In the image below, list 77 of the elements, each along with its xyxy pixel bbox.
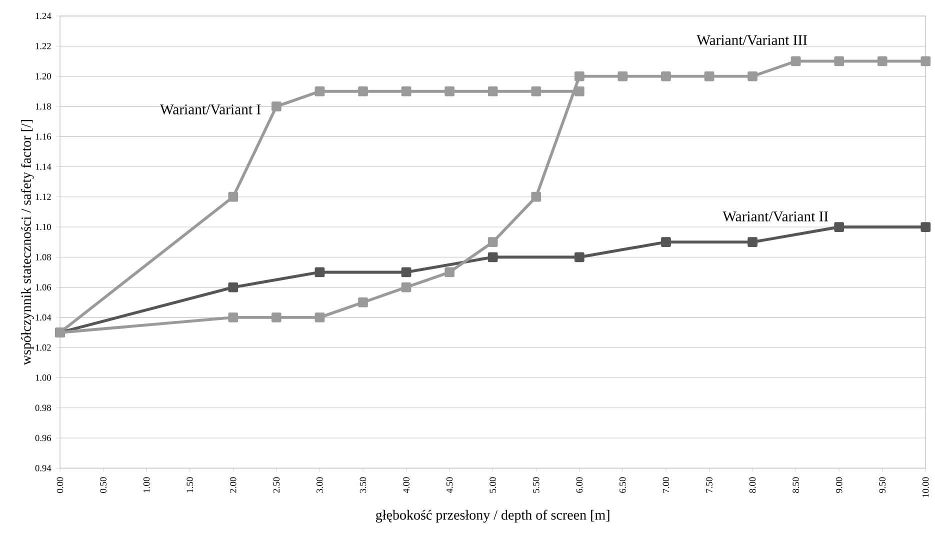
x-tick-label: 8.50	[792, 477, 799, 493]
point	[488, 252, 498, 262]
x-tick-label: 0.00	[56, 477, 64, 493]
point	[272, 102, 282, 112]
point	[228, 192, 238, 202]
x-axis-title: głębokość przesłony / depth of screen [m]	[376, 510, 610, 523]
x-tick-label: 5.00	[490, 477, 496, 493]
x-tick-label: 8.00	[749, 477, 756, 493]
point	[531, 192, 542, 202]
point	[834, 222, 844, 232]
y-tick-label: 1.18	[36, 103, 51, 110]
point	[228, 312, 238, 322]
x-tick-label: 1.00	[143, 477, 150, 492]
point	[790, 56, 801, 66]
x-tick-label: 10.00	[922, 477, 929, 498]
point	[748, 237, 758, 248]
point	[834, 56, 844, 66]
y-tick-label: 0.96	[35, 434, 52, 442]
x-tick-label: 1.50	[186, 477, 194, 492]
point	[574, 86, 584, 96]
x-tick-label: 2.50	[273, 477, 280, 493]
point	[314, 312, 325, 322]
point	[704, 71, 714, 82]
point	[661, 71, 671, 82]
x-tick-label: 6.50	[620, 477, 626, 493]
point	[574, 252, 584, 262]
x-tick-label: 5.50	[532, 477, 540, 493]
x-tick-label: 9.00	[836, 477, 842, 493]
point	[358, 298, 368, 308]
point	[314, 267, 325, 278]
point	[661, 237, 671, 248]
y-tick-label: 1.04	[36, 314, 52, 321]
x-tick-label: 2.00	[230, 477, 236, 493]
y-tick-label: 1.00	[36, 374, 51, 381]
x-tick-label: 4.00	[403, 477, 410, 494]
x-tick-label: 4.50	[446, 477, 453, 494]
point	[877, 56, 888, 66]
y-tick-label: 1.16	[36, 134, 52, 140]
y-tick-label: 1.06	[36, 284, 52, 291]
y-tick-label: 1.14	[36, 164, 52, 170]
x-tick-label: 0.50	[100, 477, 106, 493]
y-tick-label: 0.98	[35, 404, 51, 412]
y-tick-label: 1.10	[36, 224, 51, 230]
point	[401, 86, 412, 96]
point	[920, 222, 931, 232]
y-tick-label: 1.20	[36, 73, 51, 80]
y-tick-label: 1.22	[36, 43, 51, 50]
x-tick-label: 7.00	[662, 477, 670, 493]
y-tick-label: 1.08	[36, 254, 51, 260]
y-axis-title: współczynnik stateczności / safety factor [/]	[20, 120, 34, 366]
point	[401, 267, 412, 278]
y-tick-label: 0.94	[35, 465, 52, 472]
point	[488, 237, 498, 248]
y-tick-label: 1.02	[36, 344, 51, 351]
x-tick-label: 3.50	[360, 477, 366, 493]
series-label: Wariant/Variant I	[160, 104, 261, 114]
x-tick-label: 9.50	[879, 477, 886, 493]
series-label: Wariant/Variant II	[722, 212, 828, 222]
x-tick-label: 6.00	[576, 477, 583, 493]
point	[488, 86, 498, 96]
y-tick-label: 1.24	[36, 12, 52, 20]
point	[228, 282, 238, 292]
x-tick-label: 7.50	[706, 477, 712, 493]
point	[748, 71, 758, 82]
point	[272, 312, 282, 322]
point	[401, 282, 412, 292]
point	[314, 86, 325, 96]
x-tick-label: 3.00	[316, 477, 323, 493]
series-label: Wariant/Variant III	[696, 35, 807, 46]
y-tick-label: 1.12	[36, 194, 51, 200]
point	[444, 86, 454, 96]
point	[920, 56, 931, 66]
point	[444, 267, 454, 278]
point	[618, 71, 628, 82]
point	[531, 86, 542, 96]
point	[574, 71, 584, 82]
point	[358, 86, 368, 96]
